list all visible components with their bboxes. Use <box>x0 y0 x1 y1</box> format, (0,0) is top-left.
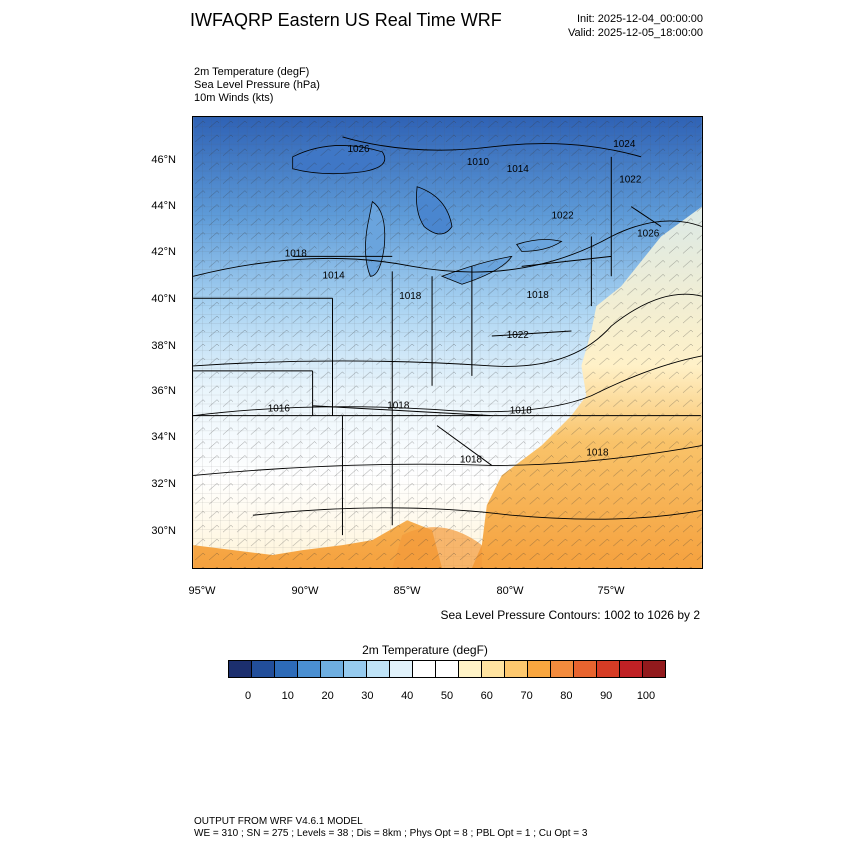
colorbar-swatch <box>597 661 620 677</box>
wrf-map: 1026 1010 1014 1024 1022 1026 1022 1018 … <box>192 116 703 569</box>
valid-time: Valid: 2025-12-05_18:00:00 <box>568 27 703 39</box>
pressure-labels: 1026 1010 1014 1024 1022 1026 1022 1018 … <box>268 139 660 466</box>
field-winds: 10m Winds (kts) <box>194 92 274 104</box>
lat-label: 36°N <box>151 385 176 397</box>
colorbar-swatch <box>482 661 505 677</box>
colorbar-swatch <box>574 661 597 677</box>
colorbar-tick-label: 20 <box>321 690 334 702</box>
pressure-label: 1014 <box>323 270 346 281</box>
colorbar-tick-label: 80 <box>560 690 573 702</box>
contours-note: Sea Level Pressure Contours: 1002 to 102… <box>440 608 701 622</box>
colorbar-swatch <box>252 661 275 677</box>
lon-label: 90°W <box>291 585 319 597</box>
colorbar-swatch <box>413 661 436 677</box>
colorbar-swatch <box>298 661 321 677</box>
colorbar <box>228 660 666 678</box>
colorbar-swatch <box>344 661 367 677</box>
page-title: IWFAQRP Eastern US Real Time WRF <box>190 10 502 30</box>
colorbar-swatch <box>436 661 459 677</box>
colorbar-tick-label: 50 <box>440 690 454 702</box>
colorbar-tick-label: 30 <box>361 690 374 702</box>
footer-settings: WE = 310 ; SN = 275 ; Levels = 38 ; Dis … <box>194 828 588 839</box>
lat-label: 32°N <box>151 478 176 490</box>
lat-label: 30°N <box>151 525 176 537</box>
lat-label: 34°N <box>151 431 176 443</box>
init-time: Init: 2025-12-04_00:00:00 <box>577 13 703 25</box>
colorbar-title: 2m Temperature (degF) <box>362 643 488 657</box>
pressure-label: 1018 <box>586 447 609 458</box>
pressure-label: 1024 <box>613 139 636 150</box>
colorbar-tick-label: 60 <box>480 690 493 702</box>
colorbar-swatch <box>505 661 528 677</box>
pressure-label: 1022 <box>619 175 642 186</box>
pressure-label: 1022 <box>507 330 530 341</box>
pressure-label: 1022 <box>552 211 575 222</box>
footer-model: OUTPUT FROM WRF V4.6.1 MODEL <box>194 816 363 827</box>
lat-label: 44°N <box>151 200 176 212</box>
lat-label: 38°N <box>151 340 176 352</box>
colorbar-tick-label: 90 <box>600 690 613 702</box>
lat-label: 42°N <box>151 246 176 258</box>
lat-label: 40°N <box>151 293 176 305</box>
lon-label: 80°W <box>496 585 524 597</box>
lon-label: 75°W <box>597 585 625 597</box>
colorbar-swatch <box>459 661 482 677</box>
pressure-label: 1018 <box>527 290 550 301</box>
colorbar-swatch <box>367 661 390 677</box>
pressure-label: 1018 <box>460 454 483 465</box>
colorbar-tick-label: 100 <box>636 690 656 702</box>
pressure-label: 1014 <box>507 164 530 175</box>
pressure-label: 1018 <box>399 291 422 302</box>
colorbar-tick-label: 70 <box>520 690 533 702</box>
colorbar-swatch <box>551 661 574 677</box>
colorbar-swatch <box>528 661 551 677</box>
pressure-label: 1016 <box>268 404 291 415</box>
lat-label: 46°N <box>151 154 176 166</box>
colorbar-swatch <box>229 661 252 677</box>
pressure-label: 1010 <box>467 157 490 168</box>
slp-contours <box>193 136 702 520</box>
colorbar-swatch <box>321 661 344 677</box>
pressure-label: 1018 <box>387 401 410 412</box>
lon-label: 95°W <box>188 585 216 597</box>
field-pressure: Sea Level Pressure (hPa) <box>194 79 320 91</box>
pressure-label: 1026 <box>347 144 370 155</box>
lon-label: 85°W <box>393 585 421 597</box>
colorbar-swatch <box>620 661 643 677</box>
field-temperature: 2m Temperature (degF) <box>194 66 310 78</box>
colorbar-tick-label: 0 <box>244 690 252 702</box>
colorbar-swatch <box>643 661 665 677</box>
colorbar-swatch <box>275 661 298 677</box>
colorbar-tick-label: 40 <box>401 690 414 702</box>
pressure-label: 1026 <box>637 228 660 239</box>
colorbar-tick-label: 10 <box>281 690 294 702</box>
colorbar-swatch <box>390 661 413 677</box>
pressure-label: 1018 <box>285 248 308 259</box>
pressure-label: 1018 <box>510 406 533 417</box>
